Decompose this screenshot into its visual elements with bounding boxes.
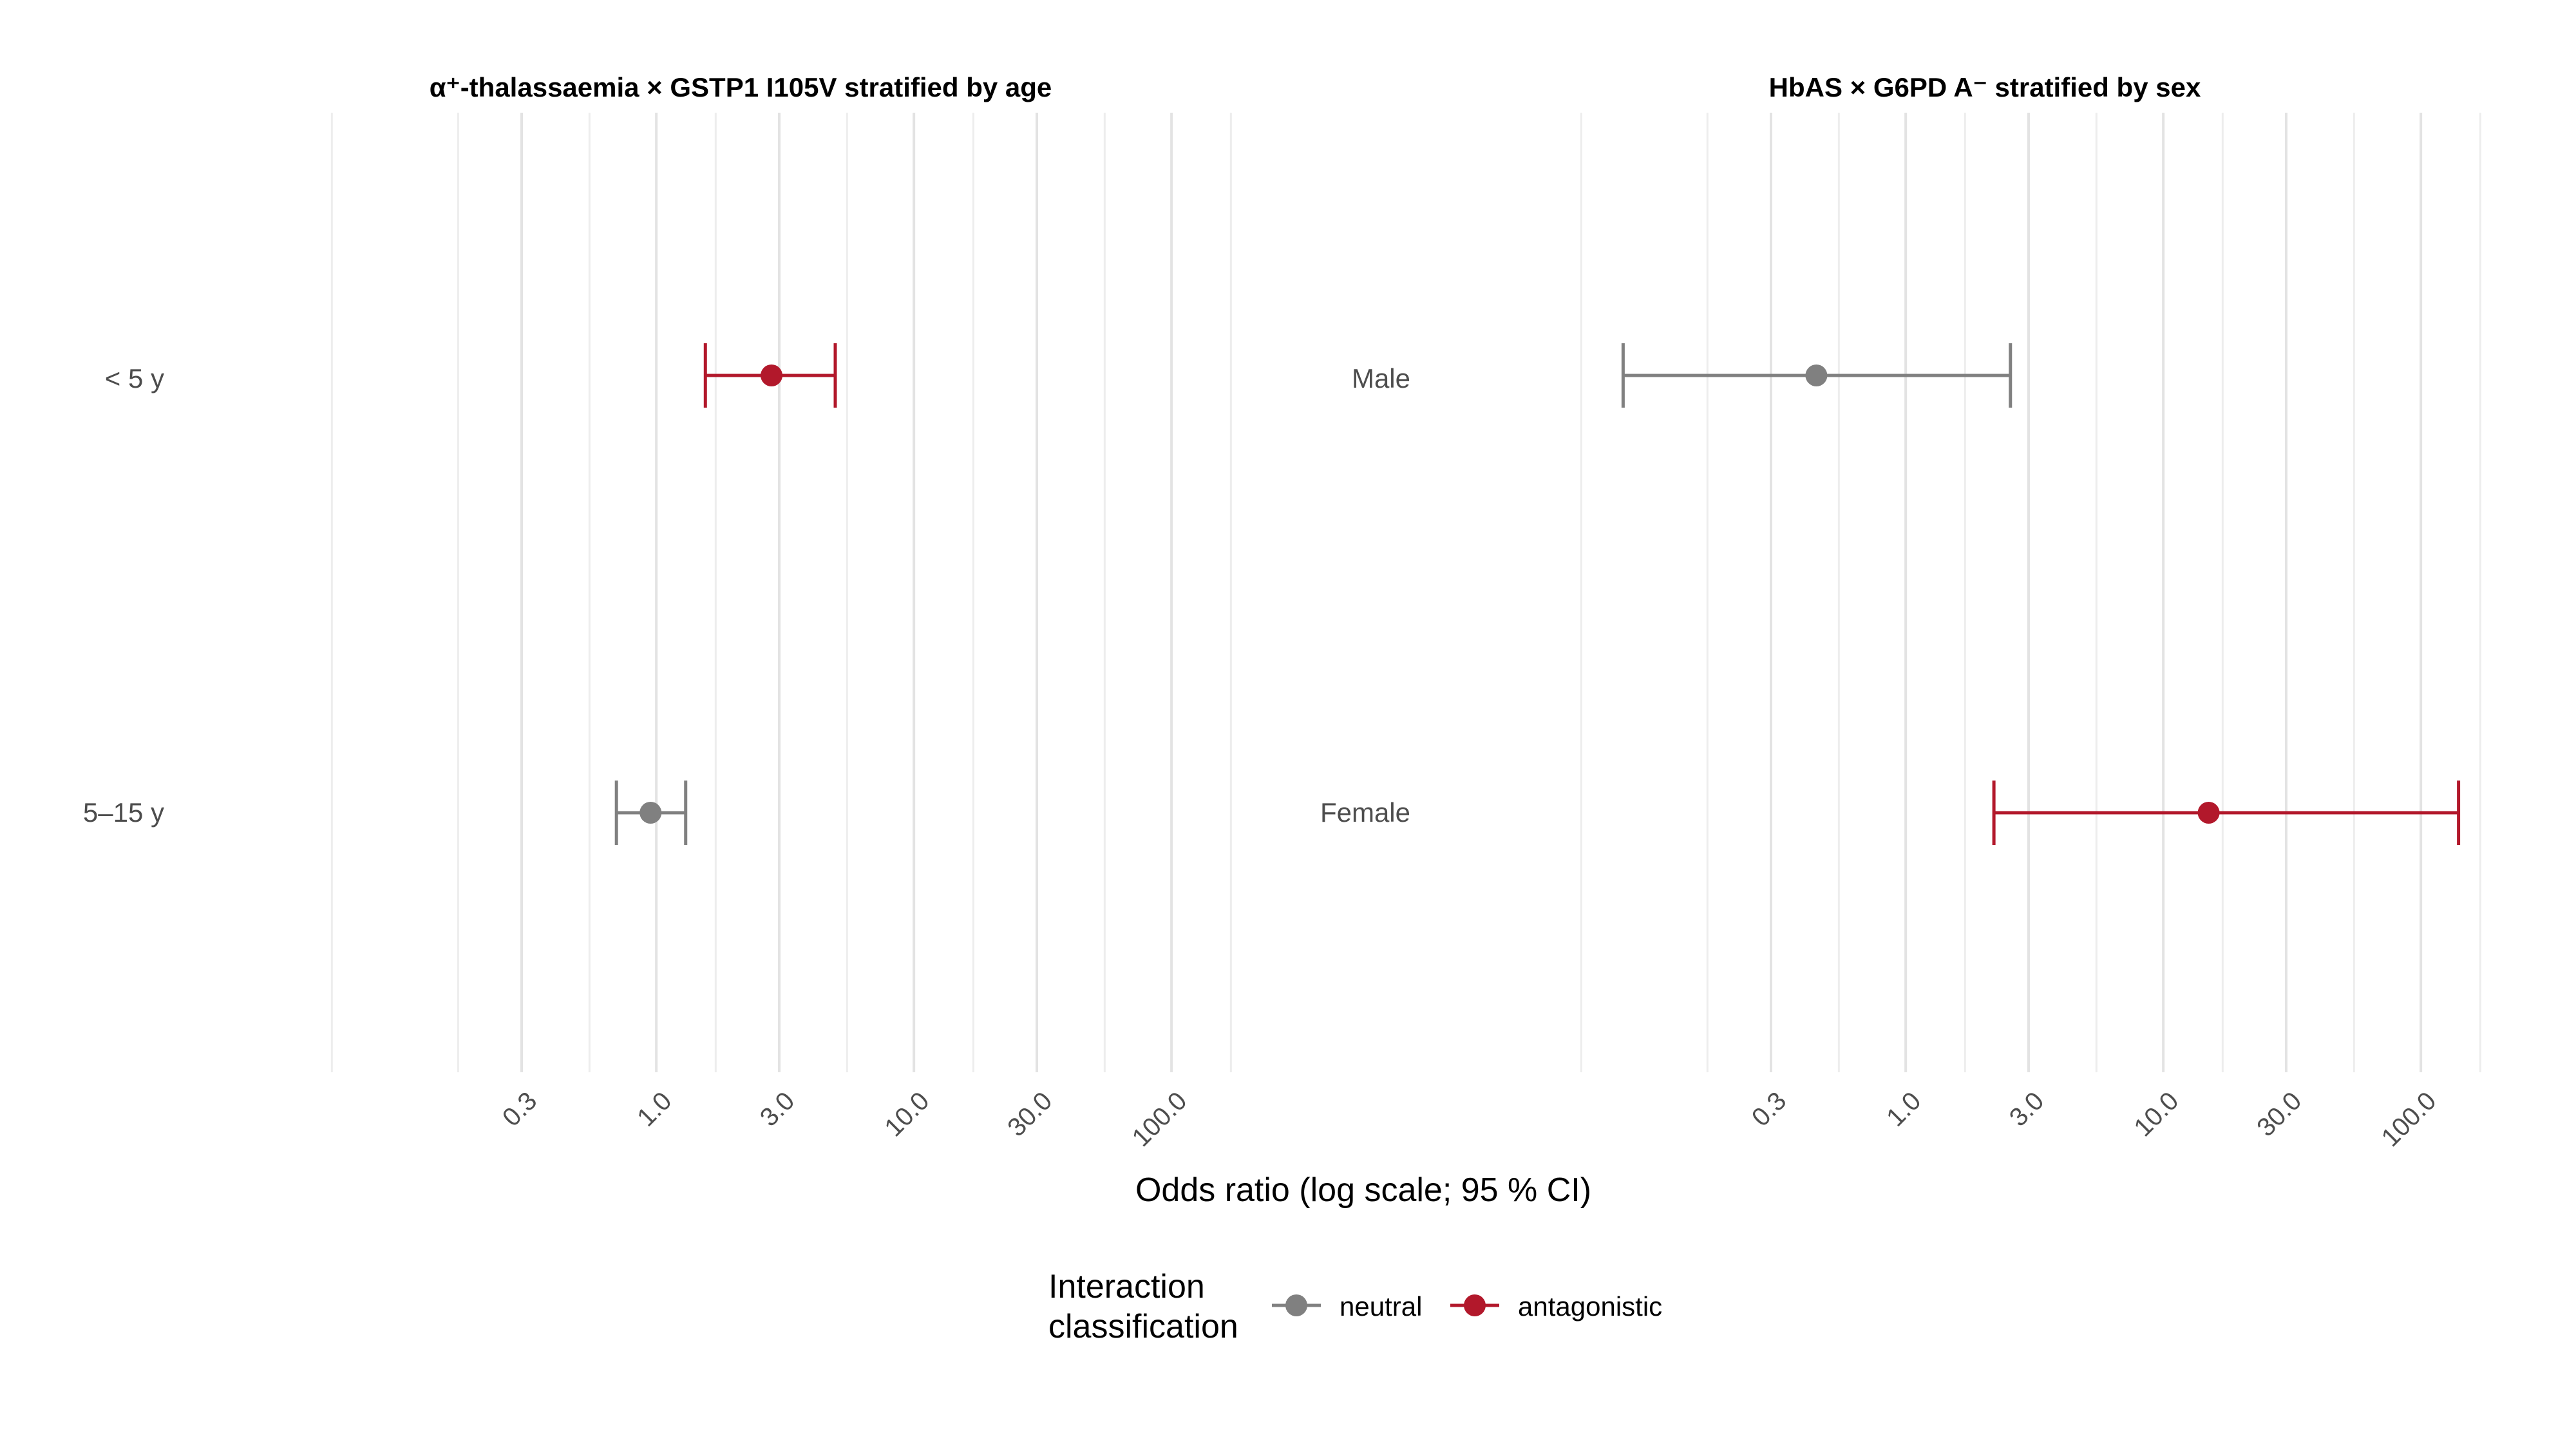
row-label-male: Male — [1352, 363, 1410, 393]
x-tick-label: 3.0 — [2004, 1086, 2049, 1132]
legend-label-antagonistic: antagonistic — [1518, 1291, 1662, 1321]
legend-keys — [1272, 1294, 1499, 1316]
x-tick-label: 0.3 — [1747, 1086, 1792, 1132]
legend-title-line-1: Interaction — [1048, 1268, 1205, 1305]
x-tick-label: 0.3 — [497, 1086, 542, 1132]
x-tick-label: 3.0 — [755, 1086, 800, 1132]
legend: Interaction classification neutral antag… — [1048, 1268, 1662, 1345]
row-label-5-15: 5–15 y — [83, 797, 164, 828]
x-tick-label: 30.0 — [1002, 1086, 1057, 1142]
x-axis-title: Odds ratio (log scale; 95 % CI) — [1135, 1171, 1591, 1209]
row-label-female: Female — [1320, 797, 1410, 828]
x-tick-label: 10.0 — [879, 1086, 934, 1142]
legend-title: Interaction classification — [1048, 1268, 1238, 1345]
panel-title-left: α⁺-thalassaemia × GSTP1 I105V stratified… — [430, 72, 1052, 102]
x-tick-label: 100.0 — [1127, 1086, 1193, 1152]
legend-key-dot — [1464, 1294, 1486, 1316]
point-estimate — [639, 802, 662, 824]
point-estimate — [761, 365, 783, 386]
panel-title-right: HbAS × G6PD A⁻ stratified by sex — [1769, 72, 2201, 102]
row-labels: < 5 y 5–15 y Male Female — [83, 363, 1410, 828]
x-tick-label: 1.0 — [632, 1086, 677, 1132]
point-estimate — [1805, 365, 1828, 386]
x-tick-labels: 0.3 1.0 3.0 10.0 30.0 100.0 0.3 1.0 3.0 10.0 30.0 1… — [497, 1086, 2442, 1152]
panel-titles: α⁺-thalassaemia × GSTP1 I105V stratified… — [430, 72, 2201, 102]
x-tick-label: 30.0 — [2251, 1086, 2307, 1142]
x-tick-label: 1.0 — [1881, 1086, 1926, 1132]
legend-label-neutral: neutral — [1340, 1291, 1422, 1321]
legend-title-line-2: classification — [1048, 1308, 1238, 1345]
x-tick-label: 100.0 — [2376, 1086, 2442, 1152]
data-marks — [614, 343, 2461, 845]
legend-key-dot — [1285, 1294, 1307, 1316]
point-estimate — [2197, 802, 2220, 824]
gridlines — [330, 113, 2481, 1072]
x-tick-label: 10.0 — [2128, 1086, 2184, 1142]
row-label-under-5: < 5 y — [105, 363, 164, 393]
